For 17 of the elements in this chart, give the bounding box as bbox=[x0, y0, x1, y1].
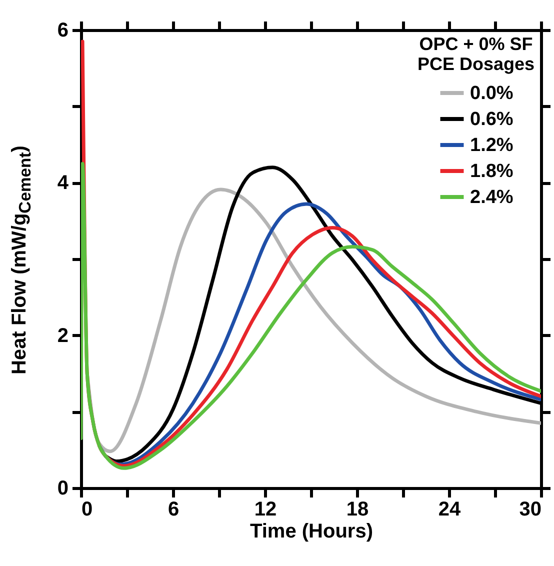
legend-title: OPC + 0% SF PCE Dosages bbox=[417, 34, 535, 74]
x-tick-label: 6 bbox=[168, 498, 180, 520]
x-tick-label: 30 bbox=[519, 498, 542, 520]
x-tick-label: 24 bbox=[438, 498, 462, 520]
legend-label: 0.6% bbox=[470, 109, 514, 130]
y-tick-label: 6 bbox=[57, 20, 68, 42]
y-tick-label: 0 bbox=[57, 478, 68, 500]
legend-label: 1.2% bbox=[470, 135, 514, 156]
y-tick-label: 2 bbox=[57, 324, 68, 347]
x-tick-label: 12 bbox=[254, 498, 277, 520]
legend-label: 1.8% bbox=[470, 161, 514, 182]
x-tick-label: 18 bbox=[346, 498, 369, 520]
x-tick-label: 0 bbox=[82, 498, 93, 520]
legend-label: 2.4% bbox=[470, 187, 514, 208]
y-tick-label: 4 bbox=[57, 172, 70, 194]
x-axis-title: Time (Hours) bbox=[250, 520, 373, 542]
legend-label: 0.0% bbox=[470, 83, 514, 104]
